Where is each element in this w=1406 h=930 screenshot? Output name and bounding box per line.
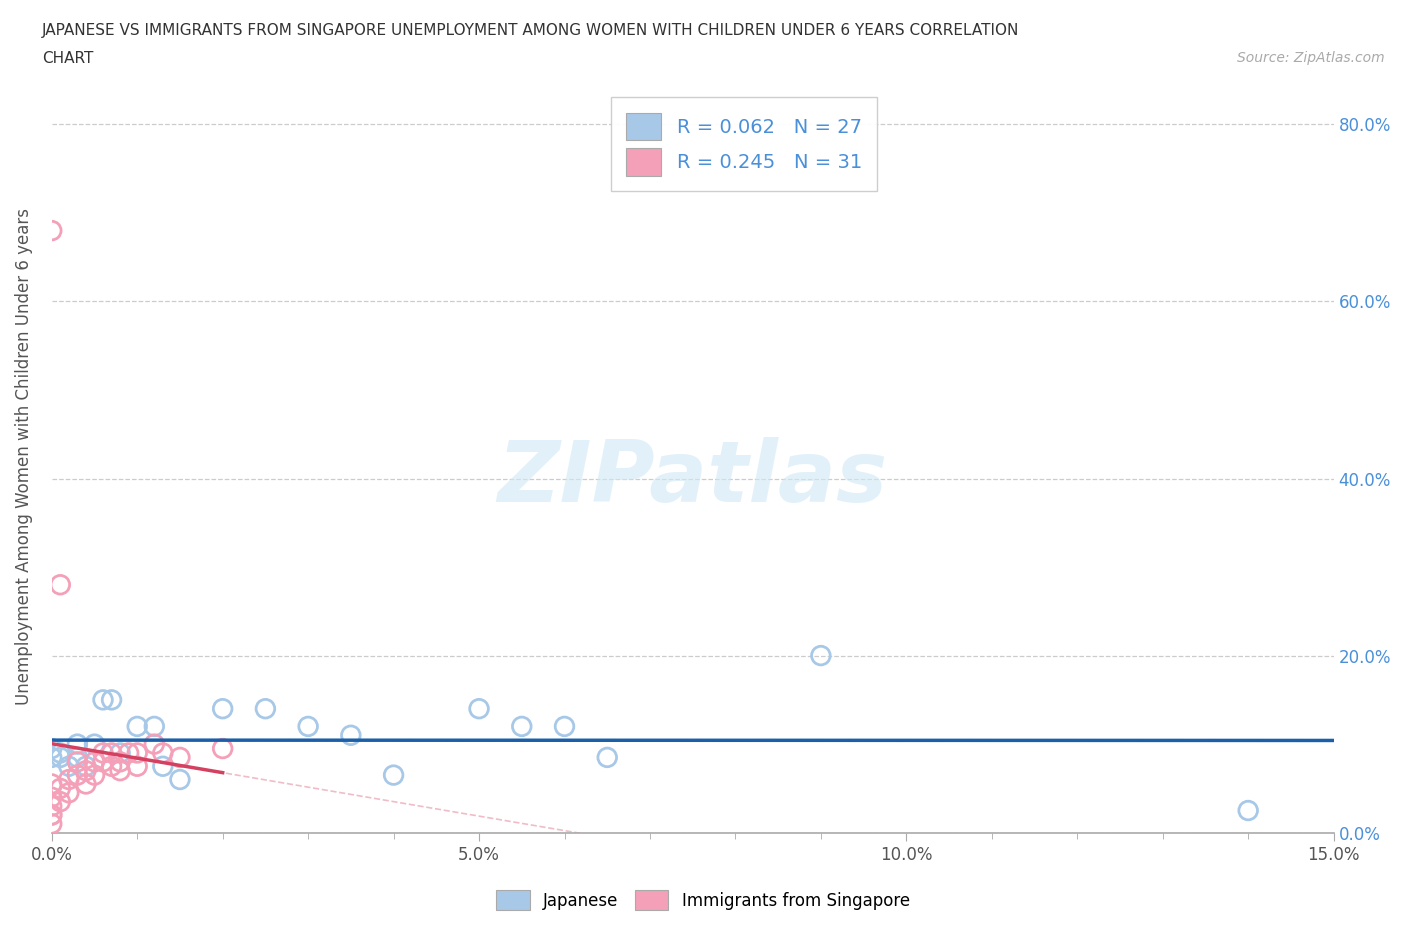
Point	[211, 741, 233, 756]
Point	[108, 746, 131, 761]
Point	[127, 759, 149, 774]
Point	[91, 693, 114, 708]
Point	[127, 719, 149, 734]
Point	[254, 701, 277, 716]
Point	[553, 719, 575, 734]
Point	[49, 781, 72, 796]
Point	[468, 701, 491, 716]
Point	[118, 746, 141, 761]
Point	[75, 777, 97, 791]
Point	[143, 719, 166, 734]
Point	[83, 754, 105, 769]
Point	[382, 767, 405, 782]
Point	[58, 785, 80, 800]
Point	[169, 772, 191, 787]
Text: CHART: CHART	[42, 51, 94, 66]
Point	[58, 759, 80, 774]
Point	[100, 693, 122, 708]
Point	[41, 799, 63, 814]
Point	[58, 772, 80, 787]
Point	[41, 790, 63, 804]
Legend: Japanese, Immigrants from Singapore: Japanese, Immigrants from Singapore	[489, 884, 917, 917]
Point	[49, 746, 72, 761]
Point	[152, 746, 174, 761]
Text: ZIPatlas: ZIPatlas	[498, 437, 887, 521]
Point	[143, 737, 166, 751]
Point	[108, 764, 131, 778]
Text: Source: ZipAtlas.com: Source: ZipAtlas.com	[1237, 51, 1385, 65]
Point	[127, 746, 149, 761]
Point	[41, 750, 63, 764]
Point	[75, 759, 97, 774]
Point	[91, 746, 114, 761]
Point	[66, 754, 89, 769]
Legend: R = 0.062   N = 27, R = 0.245   N = 31: R = 0.062 N = 27, R = 0.245 N = 31	[610, 98, 877, 192]
Point	[297, 719, 319, 734]
Point	[211, 701, 233, 716]
Point	[340, 728, 363, 743]
Point	[41, 741, 63, 756]
Point	[66, 750, 89, 764]
Point	[152, 759, 174, 774]
Point	[510, 719, 533, 734]
Point	[100, 759, 122, 774]
Point	[49, 578, 72, 592]
Point	[169, 750, 191, 764]
Point	[91, 754, 114, 769]
Point	[100, 746, 122, 761]
Point	[49, 794, 72, 809]
Point	[66, 737, 89, 751]
Point	[49, 750, 72, 764]
Text: JAPANESE VS IMMIGRANTS FROM SINGAPORE UNEMPLOYMENT AMONG WOMEN WITH CHILDREN UND: JAPANESE VS IMMIGRANTS FROM SINGAPORE UN…	[42, 23, 1019, 38]
Point	[108, 754, 131, 769]
Point	[1237, 804, 1260, 818]
Point	[41, 777, 63, 791]
Point	[66, 767, 89, 782]
Point	[75, 764, 97, 778]
Point	[41, 807, 63, 822]
Point	[810, 648, 832, 663]
Y-axis label: Unemployment Among Women with Children Under 6 years: Unemployment Among Women with Children U…	[15, 208, 32, 705]
Point	[596, 750, 619, 764]
Point	[41, 817, 63, 831]
Point	[41, 223, 63, 238]
Point	[83, 767, 105, 782]
Point	[41, 807, 63, 822]
Point	[83, 737, 105, 751]
